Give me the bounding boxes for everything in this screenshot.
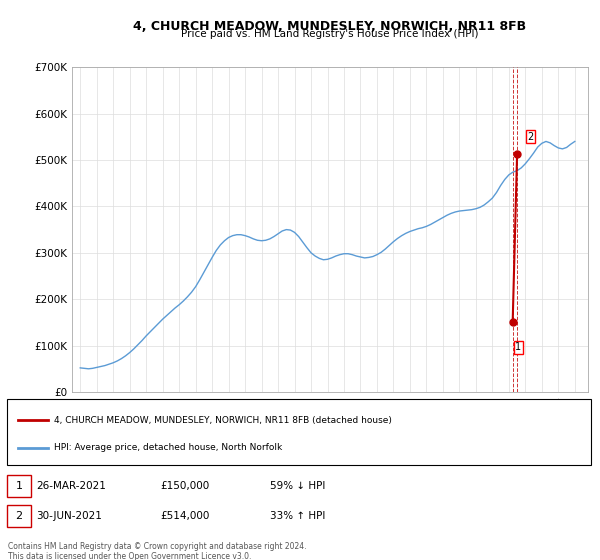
Text: HPI: Average price, detached house, North Norfolk: HPI: Average price, detached house, Nort… (54, 444, 282, 452)
Text: 2: 2 (16, 511, 23, 521)
Text: 4, CHURCH MEADOW, MUNDESLEY, NORWICH, NR11 8FB: 4, CHURCH MEADOW, MUNDESLEY, NORWICH, NR… (133, 20, 527, 32)
FancyBboxPatch shape (7, 475, 31, 497)
Text: 30-JUN-2021: 30-JUN-2021 (36, 511, 102, 521)
Text: 59% ↓ HPI: 59% ↓ HPI (270, 481, 325, 491)
Text: 33% ↑ HPI: 33% ↑ HPI (270, 511, 325, 521)
FancyBboxPatch shape (7, 399, 591, 465)
Text: £514,000: £514,000 (160, 511, 209, 521)
Text: £150,000: £150,000 (160, 481, 209, 491)
Text: 1: 1 (515, 342, 521, 352)
FancyBboxPatch shape (7, 505, 31, 527)
Text: 4, CHURCH MEADOW, MUNDESLEY, NORWICH, NR11 8FB (detached house): 4, CHURCH MEADOW, MUNDESLEY, NORWICH, NR… (54, 416, 392, 424)
Text: Contains HM Land Registry data © Crown copyright and database right 2024.
This d: Contains HM Land Registry data © Crown c… (8, 542, 307, 560)
Text: 26-MAR-2021: 26-MAR-2021 (36, 481, 106, 491)
Text: Price paid vs. HM Land Registry's House Price Index (HPI): Price paid vs. HM Land Registry's House … (181, 29, 479, 39)
Text: 1: 1 (16, 481, 23, 491)
Text: 2: 2 (527, 132, 533, 142)
